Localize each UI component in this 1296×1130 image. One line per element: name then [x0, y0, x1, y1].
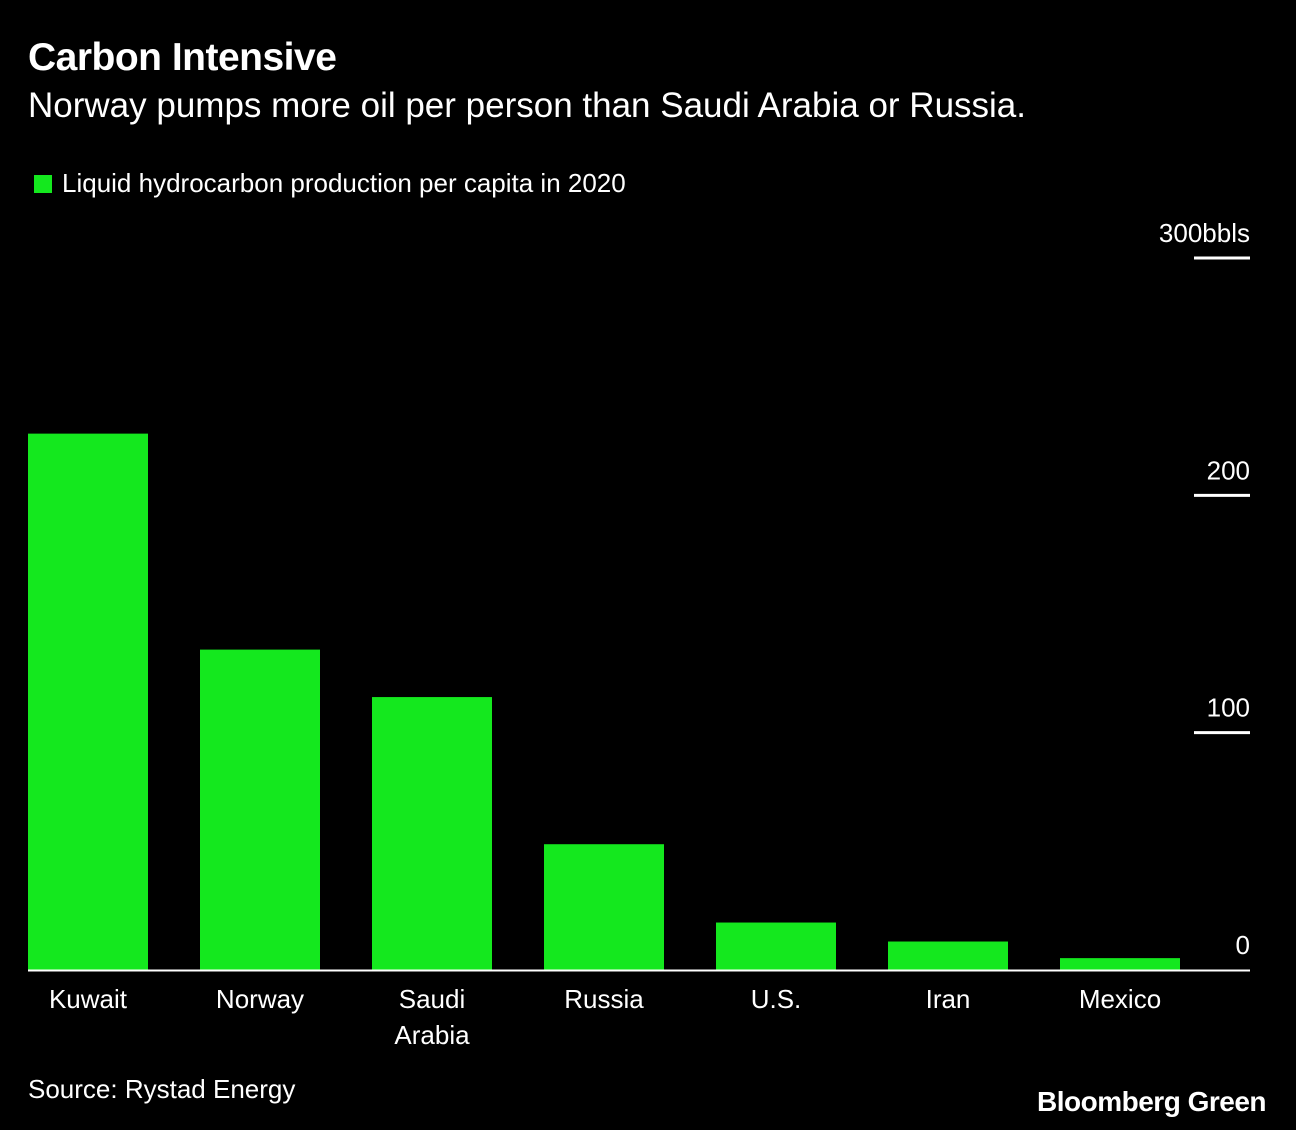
- x-tick-label: Saudi Arabia: [394, 984, 470, 1050]
- y-tick-label: 100: [1207, 693, 1250, 723]
- x-tick-label-line: Arabia: [394, 1020, 470, 1050]
- y-tick-label: 200: [1207, 455, 1250, 485]
- source-note: Source: Rystad Energy: [28, 1074, 296, 1104]
- legend: Liquid hydrocarbon production per capita…: [34, 168, 626, 199]
- x-tick-label-line: Saudi: [399, 984, 466, 1014]
- bar: [544, 844, 664, 970]
- y-tick-label: 300bbls: [1159, 218, 1250, 248]
- legend-swatch: [34, 174, 52, 193]
- x-tick-label: Mexico: [1079, 984, 1161, 1014]
- bar: [716, 922, 836, 970]
- legend-label: Liquid hydrocarbon production per capita…: [62, 168, 626, 198]
- chart-subtitle: Norway pumps more oil per person than Sa…: [28, 86, 1026, 125]
- brand-logo: Bloomberg Green: [1037, 1086, 1266, 1117]
- x-tick-label-line: Norway: [216, 984, 304, 1014]
- chart-title: Carbon Intensive: [28, 36, 337, 79]
- bar-chart: Kuwait Norway Saudi Arabia Russia U.S. Iran Mex…: [28, 218, 1250, 1050]
- bar: [200, 649, 320, 970]
- x-tick-label: Norway: [216, 984, 304, 1014]
- bar: [1060, 958, 1180, 970]
- bar: [888, 941, 1008, 970]
- x-tick-label: U.S.: [751, 984, 802, 1014]
- bar: [28, 433, 148, 970]
- x-tick-label: Iran: [926, 984, 971, 1014]
- y-tick-label: 0: [1236, 930, 1250, 960]
- x-tick-label: Kuwait: [49, 984, 128, 1014]
- x-tick-label-line: Iran: [926, 984, 971, 1014]
- x-tick-label-line: Kuwait: [49, 984, 128, 1014]
- bar: [372, 697, 492, 970]
- x-tick-label-line: U.S.: [751, 984, 802, 1014]
- x-tick-label-line: Mexico: [1079, 984, 1161, 1014]
- x-tick-label: Russia: [564, 984, 644, 1014]
- x-tick-label-line: Russia: [564, 984, 644, 1014]
